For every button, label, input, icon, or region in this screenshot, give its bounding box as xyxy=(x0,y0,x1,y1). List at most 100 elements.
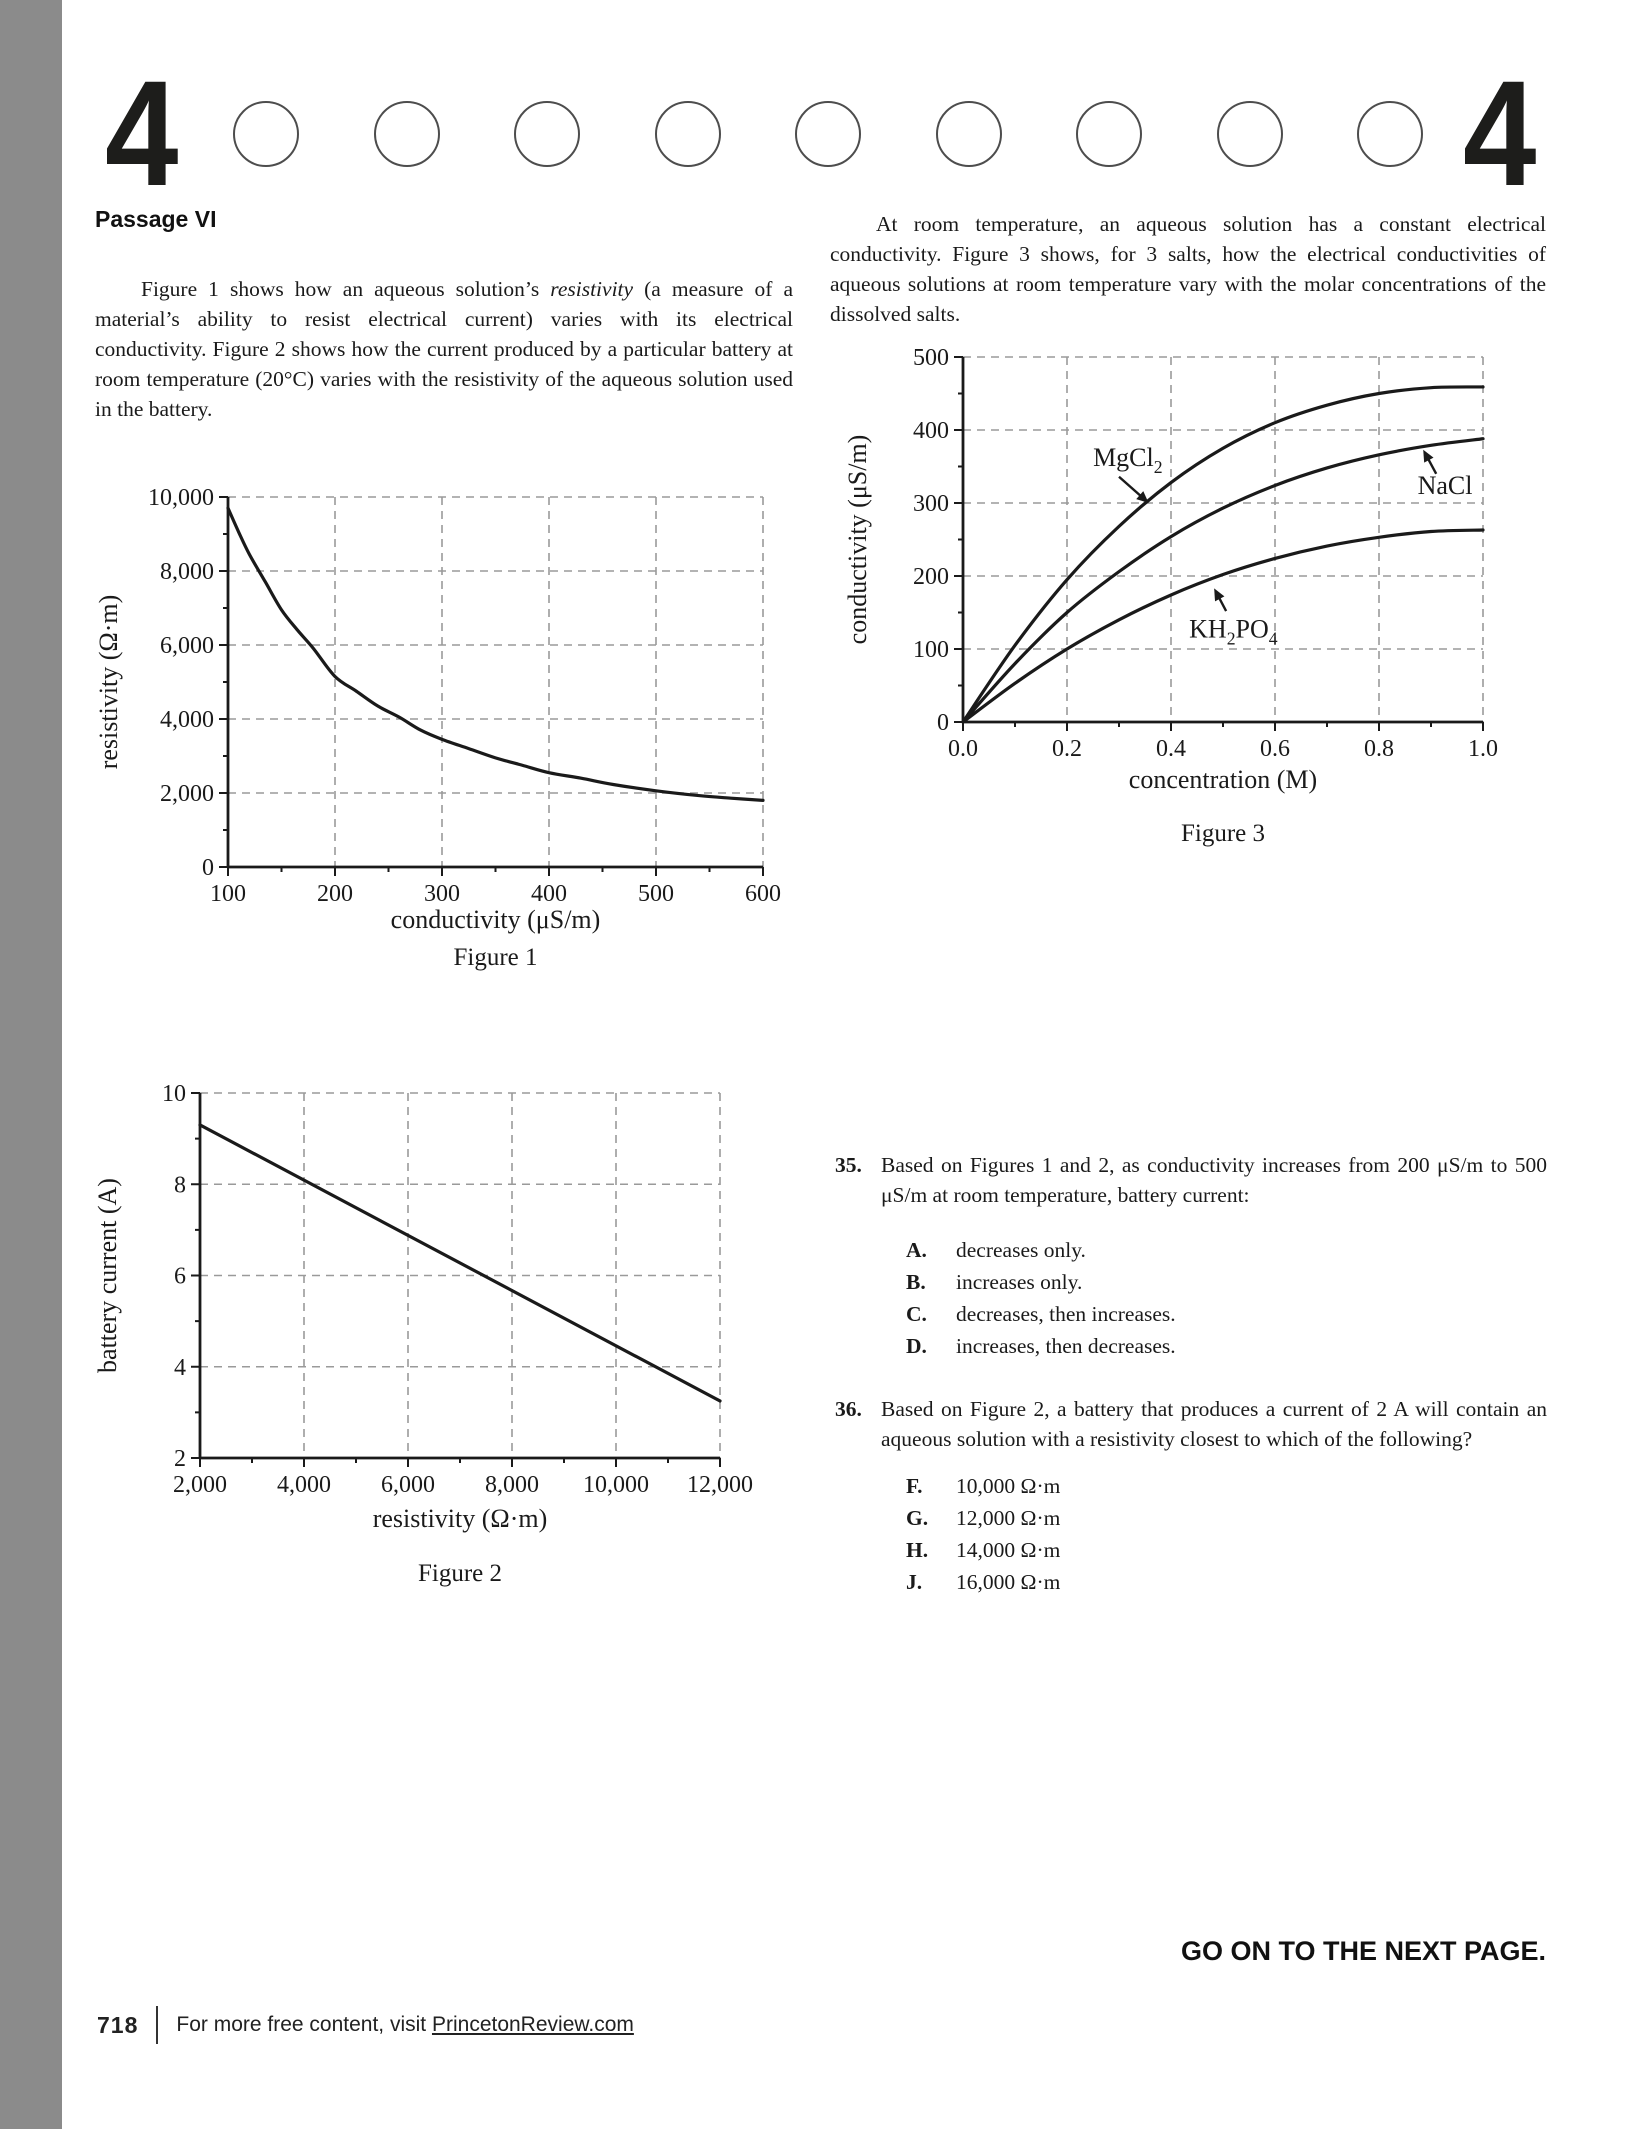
passage-heading: Passage VI xyxy=(95,206,217,232)
princeton-review-link[interactable]: PrincetonReview.com xyxy=(431,2013,634,2036)
option-d: D. increases, then decreases. xyxy=(906,1330,1547,1362)
svg-text:4: 4 xyxy=(174,1355,186,1381)
svg-text:300: 300 xyxy=(424,881,460,907)
svg-text:8: 8 xyxy=(174,1172,186,1198)
option-letter: G. xyxy=(906,1506,929,1530)
page-footer: 718 For more free content, visit Princet… xyxy=(97,2006,634,2044)
svg-text:resistivity (Ω·m): resistivity (Ω·m) xyxy=(373,1504,548,1533)
answer-bubble xyxy=(654,101,721,167)
passage-paragraph-1: Figure 1 shows how an aqueous solution’s… xyxy=(95,274,793,424)
svg-text:300: 300 xyxy=(913,491,949,517)
svg-text:0.6: 0.6 xyxy=(1260,736,1290,762)
answer-bubble xyxy=(373,101,440,167)
answer-bubble xyxy=(1216,101,1283,167)
svg-text:4,000: 4,000 xyxy=(277,1472,331,1498)
svg-text:KH2PO4: KH2PO4 xyxy=(1189,615,1278,649)
answer-bubble xyxy=(935,101,1002,167)
svg-text:10: 10 xyxy=(162,1081,186,1107)
svg-text:1.0: 1.0 xyxy=(1468,736,1498,762)
svg-text:8,000: 8,000 xyxy=(485,1472,539,1498)
section-number-right: 4 xyxy=(1463,49,1537,217)
svg-text:2,000: 2,000 xyxy=(160,781,214,807)
figure-3-caption: Figure 3 xyxy=(1180,820,1266,847)
footer-divider xyxy=(156,2006,159,2044)
svg-text:6: 6 xyxy=(174,1264,186,1290)
svg-text:600: 600 xyxy=(745,881,781,907)
italic-term-resistivity: resistivity xyxy=(550,277,634,301)
figure-1-chart: 100 200 300 400 500 600 0 2,000 4,000 6,000 8,000 1… xyxy=(95,485,781,934)
svg-text:8,000: 8,000 xyxy=(160,559,214,585)
svg-text:resistivity (Ω·m): resistivity (Ω·m) xyxy=(95,595,123,770)
svg-text:NaCl: NaCl xyxy=(1418,471,1473,500)
figure-3-chart: 0.0 0.2 0.4 0.6 0.8 1.0 0 100 200 300 400 500 concen… xyxy=(843,345,1498,794)
option-text: increases, then decreases. xyxy=(956,1334,1176,1358)
question-options: F. 10,000 Ω·m G. 12,000 Ω·m H. 14,000 Ω·m J… xyxy=(906,1470,1547,1598)
option-letter: B. xyxy=(906,1270,926,1294)
option-b: B. increases only. xyxy=(906,1266,1547,1298)
paragraph-text: Figure 1 shows how an aqueous solution’s xyxy=(141,277,551,301)
svg-text:10,000: 10,000 xyxy=(148,485,214,511)
question-text: Based on Figure 2, a battery that produc… xyxy=(881,1397,1547,1451)
svg-text:2,000: 2,000 xyxy=(173,1472,227,1498)
option-text: decreases only. xyxy=(956,1238,1086,1262)
question-number: 36. xyxy=(835,1397,862,1421)
option-f: F. 10,000 Ω·m xyxy=(906,1470,1547,1502)
passage-paragraph-2: At room temperature, an aqueous solution… xyxy=(830,212,1546,326)
footer-note-text: For more free content, visit xyxy=(176,2013,432,2036)
svg-text:400: 400 xyxy=(531,881,567,907)
question-number: 35. xyxy=(835,1153,862,1177)
svg-text:0.4: 0.4 xyxy=(1156,736,1186,762)
go-on-instruction: GO ON TO THE NEXT PAGE. xyxy=(1180,1936,1546,1966)
svg-text:200: 200 xyxy=(317,881,353,907)
option-letter: D. xyxy=(906,1334,927,1358)
svg-text:0: 0 xyxy=(937,710,949,736)
option-j: J. 16,000 Ω·m xyxy=(906,1566,1547,1598)
svg-text:4,000: 4,000 xyxy=(160,707,214,733)
option-letter: A. xyxy=(906,1238,927,1262)
svg-text:100: 100 xyxy=(913,637,949,663)
option-text: decreases, then increases. xyxy=(956,1302,1176,1326)
svg-text:500: 500 xyxy=(638,881,674,907)
answer-bubble xyxy=(233,101,299,167)
answer-bubble xyxy=(1076,101,1142,167)
svg-text:12,000: 12,000 xyxy=(687,1472,753,1498)
svg-text:0: 0 xyxy=(202,855,214,881)
svg-text:2: 2 xyxy=(174,1446,186,1472)
question-36: 36. Based on Figure 2, a battery that pr… xyxy=(831,1394,1547,1598)
option-text: increases only. xyxy=(956,1270,1083,1294)
option-a: A. decreases only. xyxy=(906,1234,1547,1266)
svg-text:6,000: 6,000 xyxy=(160,633,214,659)
page-edge-bar xyxy=(0,0,62,2129)
svg-text:MgCl2: MgCl2 xyxy=(1093,443,1163,477)
svg-text:200: 200 xyxy=(913,564,949,590)
svg-text:400: 400 xyxy=(913,418,949,444)
question-text: Based on Figures 1 and 2, as conductivit… xyxy=(881,1153,1547,1207)
answer-bubble xyxy=(514,101,580,167)
footer-note: For more free content, visit PrincetonRe… xyxy=(176,2013,634,2037)
answer-bubble-row xyxy=(233,101,1423,168)
option-text: 10,000 Ω·m xyxy=(956,1474,1061,1498)
option-text: 14,000 Ω·m xyxy=(956,1538,1061,1562)
question-options: A. decreases only. B. increases only. C. de… xyxy=(906,1234,1547,1362)
answer-bubble xyxy=(795,101,861,167)
figure-2-chart: 2,000 4,000 6,000 8,000 10,000 12,000 2 4 6 8 10 re… xyxy=(93,1081,753,1533)
svg-text:battery current (A): battery current (A) xyxy=(93,1178,122,1373)
option-c: C. decreases, then increases. xyxy=(906,1298,1547,1330)
svg-text:500: 500 xyxy=(913,345,949,371)
option-letter: J. xyxy=(906,1570,923,1594)
svg-text:6,000: 6,000 xyxy=(381,1472,435,1498)
svg-text:conductivity (μS/m): conductivity (μS/m) xyxy=(843,435,872,645)
option-text: 12,000 Ω·m xyxy=(956,1506,1061,1530)
svg-text:0.8: 0.8 xyxy=(1364,736,1394,762)
section-number-left: 4 xyxy=(105,49,179,217)
paragraph-text: (a measure of a material’s ability to re… xyxy=(95,277,793,421)
svg-text:0.0: 0.0 xyxy=(948,736,978,762)
svg-text:100: 100 xyxy=(210,881,246,907)
option-letter: C. xyxy=(906,1302,927,1326)
option-letter: H. xyxy=(906,1538,929,1562)
svg-text:0.2: 0.2 xyxy=(1052,736,1082,762)
option-letter: F. xyxy=(906,1474,923,1498)
option-h: H. 14,000 Ω·m xyxy=(906,1534,1547,1566)
question-35: 35. Based on Figures 1 and 2, as conduct… xyxy=(831,1150,1547,1362)
